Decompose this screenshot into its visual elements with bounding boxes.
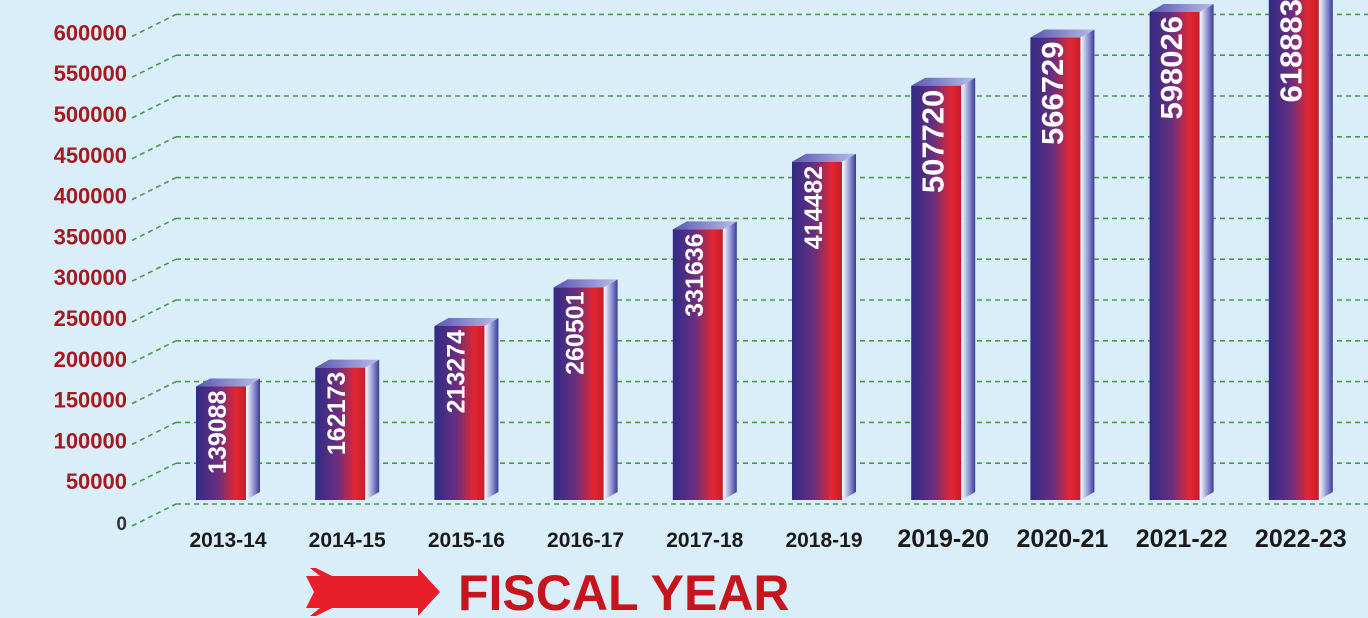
grid-line-diagonal <box>131 380 177 405</box>
bar-front <box>553 287 604 500</box>
bar-front <box>196 386 246 500</box>
bar-value-label: 331636 <box>681 233 709 316</box>
bar-top <box>315 359 380 368</box>
grid-line-diagonal <box>131 299 177 323</box>
grid-line-diagonal <box>131 13 177 38</box>
y-tick-label: 350000 <box>54 224 127 249</box>
bar-top <box>792 153 856 162</box>
bar-top <box>672 221 737 230</box>
bar-value-label: 618883 <box>1273 0 1308 102</box>
bar: 566729 <box>1030 29 1095 501</box>
bar-side <box>842 153 856 500</box>
bar-front <box>1268 0 1319 500</box>
y-tick-label: 550000 <box>54 61 127 86</box>
bar-side <box>484 317 499 500</box>
bar-side <box>1199 4 1214 501</box>
y-tick-label: 200000 <box>54 347 127 372</box>
y-tick-label: 250000 <box>54 306 127 331</box>
x-axis-title: FISCAL YEAR <box>458 565 790 618</box>
bar-value-label: 213274 <box>442 330 470 414</box>
grid-line-diagonal <box>131 176 177 201</box>
bar-value-label: 566729 <box>1035 42 1070 145</box>
bar-top <box>196 378 260 387</box>
bar-side <box>1080 29 1095 501</box>
x-tick-label: 2014-15 <box>309 529 386 552</box>
bar-value-label: 162173 <box>323 372 351 455</box>
bar-top <box>911 77 976 86</box>
y-tick-label: 450000 <box>54 143 127 168</box>
x-tick-label: 2020-21 <box>1017 525 1109 553</box>
bar-top <box>1149 4 1214 13</box>
y-tick-label: 50000 <box>66 469 127 494</box>
bar-front <box>792 161 842 500</box>
bar-front <box>672 229 723 501</box>
grid-line-diagonal <box>131 340 177 364</box>
x-tick-label: 2018-19 <box>785 529 862 552</box>
bar-value-label: 507720 <box>916 90 951 193</box>
bar-top <box>1030 29 1095 38</box>
y-tick-label: 300000 <box>54 265 127 290</box>
bar-top <box>553 279 618 288</box>
bar-value-label: 260501 <box>562 291 590 375</box>
grid-line-diagonal <box>131 136 177 160</box>
bar: 414482 <box>792 153 856 500</box>
y-tick-label: 100000 <box>54 428 127 453</box>
x-tick-label: 2013-14 <box>189 529 266 552</box>
right-arrow-icon <box>306 568 440 616</box>
x-tick-label: 2021-22 <box>1136 525 1228 553</box>
x-tick-label: 2016-17 <box>547 529 624 552</box>
x-tick-label: 2017-18 <box>666 529 743 552</box>
bar-value-label: 414482 <box>800 166 828 249</box>
bar-side <box>722 221 737 501</box>
bar: 598026 <box>1149 4 1214 501</box>
grid-line-diagonal <box>131 217 177 242</box>
bar-front <box>1149 12 1200 501</box>
bar-top <box>434 317 499 326</box>
bar: 139088 <box>196 378 260 500</box>
y-tick-label: 150000 <box>54 388 127 413</box>
bar-side <box>246 378 260 500</box>
grid-line-diagonal <box>131 54 177 78</box>
bar-front <box>911 85 962 501</box>
grid-line-diagonal <box>131 258 177 282</box>
bar-front <box>434 325 485 500</box>
bar-value-label: 139088 <box>204 390 232 474</box>
bar-side <box>365 359 380 500</box>
bar: 213274 <box>434 317 499 500</box>
bar-front <box>315 367 366 500</box>
grid-line-diagonal <box>131 462 177 486</box>
y-tick-label: 600000 <box>54 20 127 45</box>
grid-line-diagonal <box>131 95 177 119</box>
bar: 507720 <box>911 77 976 501</box>
bar: 260501 <box>553 279 618 500</box>
bar-side <box>1318 0 1333 500</box>
bar-front <box>1030 37 1081 501</box>
bar: 162173 <box>315 359 380 500</box>
bar-side <box>961 77 976 501</box>
grid-line-diagonal <box>131 503 177 527</box>
y-tick-label: 0 <box>116 514 127 535</box>
y-tick-label: 400000 <box>54 184 127 209</box>
x-tick-label: 2019-20 <box>897 525 989 553</box>
bar-value-label: 598026 <box>1154 16 1189 119</box>
bar: 618883 <box>1268 0 1333 500</box>
bar-side <box>603 279 618 500</box>
y-tick-label: 500000 <box>54 102 127 127</box>
x-tick-label: 2022-23 <box>1255 525 1347 553</box>
grid-line-diagonal <box>131 421 177 446</box>
x-tick-label: 2015-16 <box>428 529 505 552</box>
bar: 331636 <box>672 221 737 501</box>
